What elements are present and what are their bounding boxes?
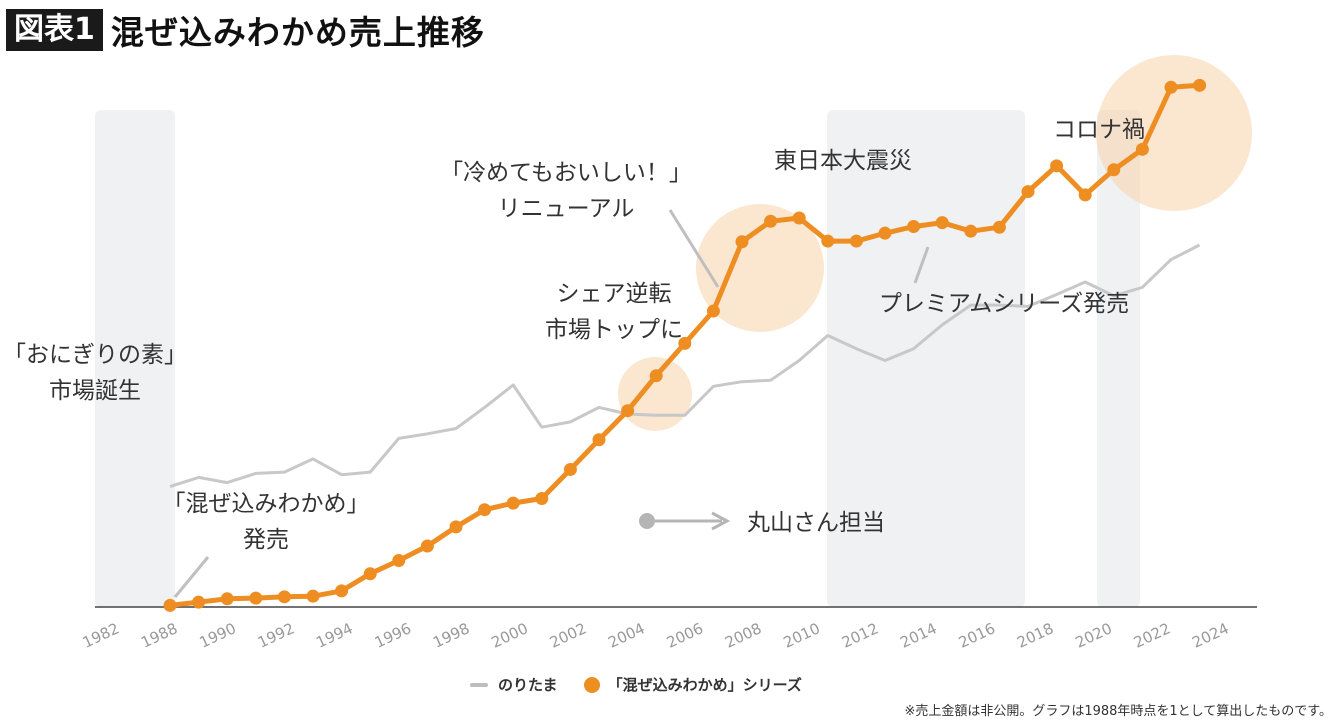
x-tick-label: 2012: [839, 619, 881, 651]
legend-wakame-swatch: [583, 676, 600, 693]
launch-label-1: 「混ぜ込みわかめ」: [163, 491, 370, 517]
x-tick-label: 2016: [956, 619, 998, 651]
premium-label: プレミアムシリーズ発売: [879, 291, 1129, 317]
x-tick-label: 1994: [313, 619, 355, 651]
x-tick-label: 2010: [781, 619, 823, 651]
corona-label: コロナ禍: [1053, 117, 1145, 143]
wakame-point-2003: [592, 433, 606, 447]
wakame-point-1995: [363, 567, 377, 581]
x-tick-labels: 1982 1988 1990 1992 1994 1996 1998 2000 2002 2004…: [80, 619, 1232, 651]
wakame-point-1991: [249, 591, 263, 605]
wakame-point-2007: [706, 304, 720, 318]
premium-pointer: [913, 246, 930, 284]
wakame-point-2000: [506, 496, 520, 510]
x-tick-label: 2018: [1014, 619, 1056, 651]
wakame-point-1988: [163, 598, 177, 612]
x-tick-label: 1988: [138, 619, 180, 651]
launch-label-2: 発売: [243, 527, 289, 553]
wakame-point-2009: [764, 214, 778, 228]
wakame-point-2015: [935, 216, 949, 230]
x-tick-label: 1990: [197, 619, 239, 651]
maruyama-arrow-head: [711, 511, 731, 531]
legend: のりたま 「混ぜ込みわかめ」シリーズ: [470, 674, 802, 695]
shaded-period-2019: [1097, 110, 1140, 607]
wakame-point-2021: [1107, 163, 1121, 177]
noritama-series-line: [169, 243, 1201, 489]
wakame-point-1996: [392, 554, 406, 568]
legend-wakame-label: 「混ぜ込みわかめ」シリーズ: [607, 676, 802, 694]
wakame-point-1993: [306, 589, 320, 603]
wakame-point-2010: [792, 211, 806, 225]
launch-pointer: [173, 556, 210, 598]
renewal-pointer: [668, 209, 720, 288]
wakame-point-1989: [192, 595, 206, 609]
onigiri-label-1: 「おにぎりの素」: [3, 342, 187, 368]
maruyama-arrow-start: [639, 513, 655, 529]
wakame-point-2001: [535, 491, 549, 505]
x-tick-label: 2020: [1073, 619, 1115, 651]
shaded-period-1982: [95, 110, 175, 607]
legend-noritama-label: のりたま: [498, 676, 558, 694]
highlight-circle-2004: [618, 357, 692, 431]
wakame-point-2016: [964, 224, 978, 238]
x-tick-label: 1998: [430, 619, 472, 651]
wakame-point-1992: [277, 590, 291, 604]
wakame-point-2019: [1050, 159, 1064, 173]
wakame-point-2011: [821, 234, 835, 248]
wakame-point-2008: [735, 235, 749, 249]
x-tick-label: 2022: [1131, 619, 1173, 651]
wakame-point-2005: [649, 369, 663, 383]
wakame-point-2002: [563, 462, 577, 476]
x-tick-label: 2006: [664, 619, 706, 651]
wakame-point-2013: [878, 226, 892, 240]
x-tick-label: 1982: [80, 619, 122, 651]
x-tick-label: 2004: [605, 619, 647, 651]
maruyama-label: 丸山さん担当: [747, 510, 885, 536]
wakame-point-2024: [1193, 78, 1207, 92]
wakame-point-2023: [1164, 80, 1178, 94]
footnote: ※売上金額は非公開。グラフは1988年時点を1として算出したものです。: [904, 704, 1332, 719]
x-tick-label: 1996: [372, 619, 414, 651]
wakame-point-2012: [849, 234, 863, 248]
wakame-point-2017: [992, 220, 1006, 234]
wakame-point-1999: [478, 503, 492, 517]
wakame-point-1990: [220, 592, 234, 606]
x-tick-label: 1992: [255, 619, 297, 651]
x-tick-label: 2008: [722, 619, 764, 651]
wakame-point-1994: [335, 584, 349, 598]
renewal-label-1: 「冷めてもおいしい！」: [440, 160, 692, 186]
wakame-point-2022: [1135, 142, 1149, 156]
highlight-circles: [618, 55, 1252, 431]
chart-title: 混ぜ込みわかめ売上推移: [110, 13, 485, 52]
x-tick-label: 2024: [1189, 619, 1231, 651]
wakame-point-1998: [449, 520, 463, 534]
wakame-point-1997: [420, 539, 434, 553]
share-label-2: 市場トップに: [545, 317, 683, 343]
wakame-series-points: [163, 78, 1207, 612]
quake-label: 東日本大震災: [774, 148, 912, 174]
wakame-point-2006: [678, 336, 692, 350]
x-tick-label: 2014: [897, 619, 939, 651]
renewal-label-2: リニューアル: [498, 196, 635, 222]
legend-noritama-swatch: [470, 682, 488, 687]
x-tick-label: 2000: [489, 619, 531, 651]
wakame-point-2014: [907, 220, 921, 234]
figure-badge: 図表1: [6, 9, 103, 51]
wakame-point-2018: [1021, 185, 1035, 199]
wakame-point-2020: [1078, 188, 1092, 202]
x-tick-label: 2002: [547, 619, 589, 651]
onigiri-label-2: 市場誕生: [49, 378, 141, 404]
highlight-circle-2023: [1096, 55, 1252, 211]
wakame-point-2004: [621, 404, 635, 418]
title-row: 図表1 混ぜ込みわかめ売上推移: [6, 8, 485, 52]
highlight-circle-2007: [696, 204, 824, 332]
share-label-1: シェア逆転: [557, 281, 672, 307]
